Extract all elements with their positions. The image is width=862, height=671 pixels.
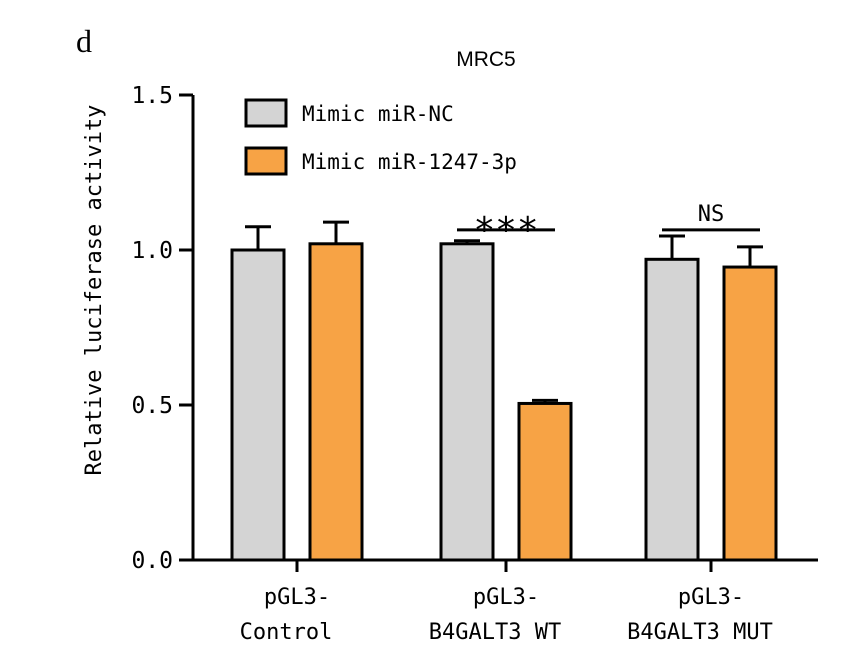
y-tick-label: 1.5 [131,83,173,109]
x-tick-label-line2: B4GALT3 MUT [627,620,773,645]
legend-swatch-mimic-mir-1247-3p [244,146,288,176]
y-tick-label: 0.5 [131,393,173,419]
y-tick-label: 1.0 [131,238,173,264]
bar-mimic-mir-nc-1 [439,242,495,562]
x-tick-label-line1: pGL3- [678,585,744,610]
bar-mimic-mir-1247-3p-0 [308,242,364,562]
legend-label-mimic-mir-nc: Mimic miR-NC [302,102,454,126]
significance-label: *** [473,210,538,251]
bar-mimic-mir-1247-3p-1 [517,401,573,562]
x-tick-label-line1: pGL3- [264,585,330,610]
x-tick-label-line2: Control [240,620,333,645]
x-tick-label-line1: pGL3- [473,585,539,610]
bar-mimic-mir-nc-0 [230,248,286,562]
x-tick-label-line2: B4GALT3 WT [429,620,561,645]
y-axis-label: Relative luciferase activity [82,105,107,476]
significance-label: NS [698,202,725,227]
legend-swatch-mimic-mir-nc [244,98,288,128]
plot-area: 0.0 0.5 1.0 1.5 pGL3- Control pGL3- B4GALT3 WT p… [131,83,818,645]
y-tick-label: 0.0 [131,548,173,574]
bar-mimic-mir-1247-3p-2 [722,265,778,562]
legend-label-mimic-mir-1247-3p: Mimic miR-1247-3p [302,150,517,174]
panel-label: d [76,23,92,59]
bar-mimic-mir-nc-2 [644,257,700,562]
chart-title: MRC5 [456,48,516,71]
